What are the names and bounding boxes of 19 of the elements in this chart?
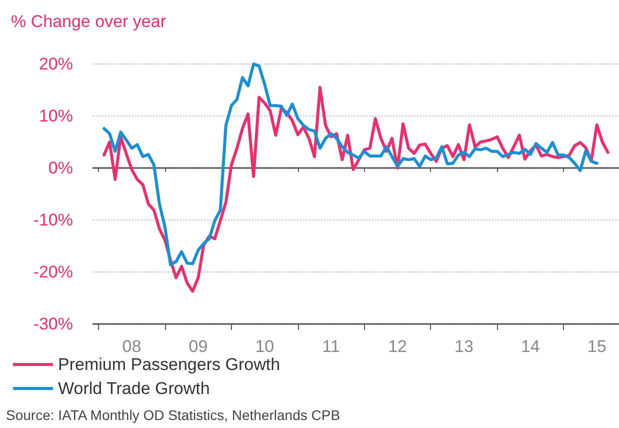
x-tick-label: 14: [520, 337, 540, 356]
x-tick-label: 08: [122, 337, 142, 356]
source-note: Source: IATA Monthly OD Statistics, Netherlands CPB: [6, 407, 340, 423]
x-tick-label: 09: [188, 337, 208, 356]
y-tick-label: -10%: [33, 210, 73, 230]
x-tick-label: 13: [454, 337, 474, 356]
y-tick-label: -30%: [33, 314, 73, 334]
y-tick-label: 0%: [48, 158, 73, 178]
y-tick-label: -20%: [33, 262, 73, 282]
x-tick-label: 11: [322, 337, 340, 356]
x-tick-label: 15: [587, 337, 606, 356]
line-series: [102, 62, 598, 266]
y-tick-label: 20%: [38, 54, 73, 74]
legend-label: World Trade Growth: [58, 379, 210, 398]
y-axis-title: % Change over year: [11, 12, 166, 31]
legend-label: Premium Passengers Growth: [58, 355, 280, 374]
x-tick-label: 12: [388, 337, 407, 356]
x-tick-label: 10: [255, 337, 274, 356]
y-tick-label: 10%: [38, 106, 73, 126]
